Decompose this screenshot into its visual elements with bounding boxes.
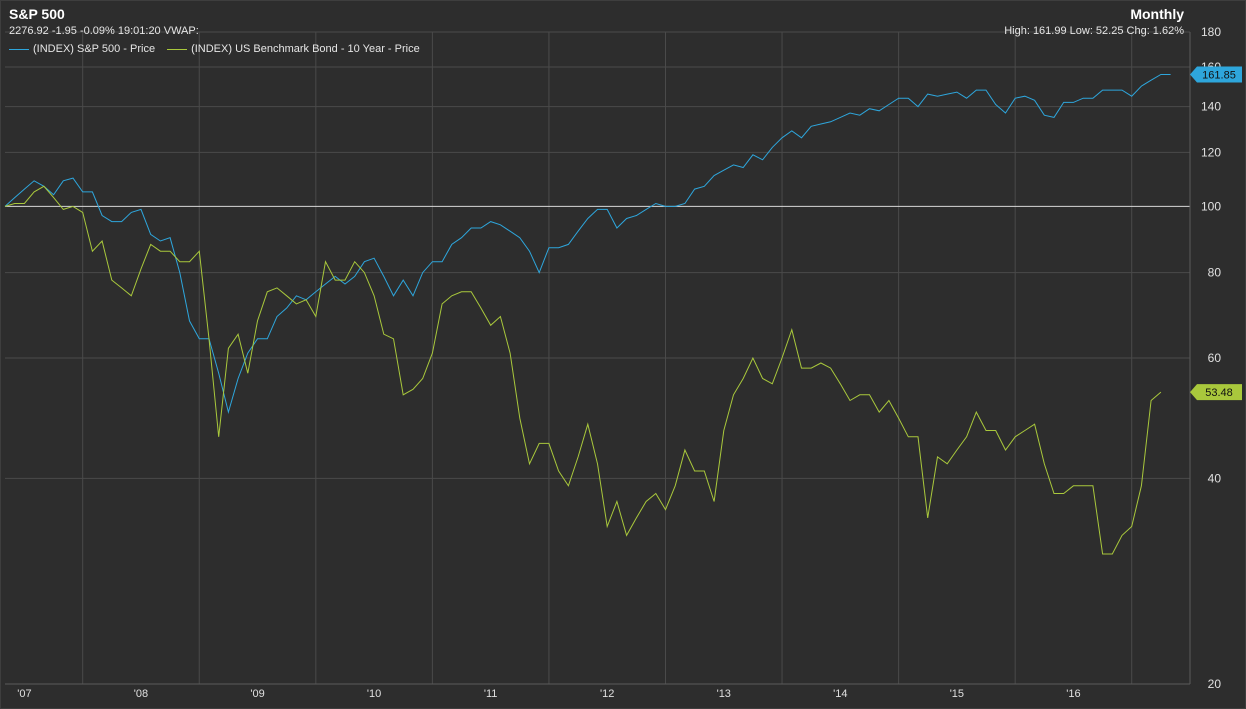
y-tick-label: 80 [1208, 266, 1222, 280]
y-tick-label: 100 [1201, 199, 1221, 213]
y-tick-label: 40 [1208, 471, 1222, 485]
x-tick-label: '15 [950, 688, 964, 700]
legend: (INDEX) S&P 500 - Price (INDEX) US Bench… [9, 43, 420, 55]
x-tick-label: '07 [17, 688, 31, 700]
y-tick-label: 180 [1201, 25, 1221, 39]
x-tick-label: '10 [367, 688, 381, 700]
chart-title: S&P 500 [9, 6, 65, 22]
legend-swatch-bond [167, 48, 188, 50]
legend-item-bond: (INDEX) US Benchmark Bond - 10 Year - Pr… [167, 43, 420, 55]
series-line-bond [4, 185, 1162, 555]
last-value-tag-bond: 53.48 [1190, 384, 1242, 401]
y-axis-labels: 20406080100120140160180 [1201, 25, 1221, 691]
x-tick-label: '08 [134, 688, 148, 700]
x-tick-label: '11 [484, 688, 498, 700]
high-low-change: High: 161.99 Low: 52.25 Chg: 1.62% [1004, 25, 1184, 37]
last-value-text: 53.48 [1205, 387, 1233, 399]
x-tick-label: '12 [600, 688, 614, 700]
quote-line: 2276.92 -1.95 -0.09% 19:01:20 VWAP: [9, 25, 199, 37]
y-tick-label: 60 [1208, 351, 1222, 365]
legend-label-sp500: (INDEX) S&P 500 - Price [33, 43, 156, 55]
x-tick-label: '14 [833, 688, 847, 700]
series-layer [4, 74, 1171, 555]
last-value-text: 161.85 [1202, 69, 1236, 81]
x-tick-label: '16 [1066, 688, 1080, 700]
x-tick-label: '09 [250, 688, 264, 700]
x-tick-label: '13 [717, 688, 731, 700]
legend-label-bond: (INDEX) US Benchmark Bond - 10 Year - Pr… [191, 43, 420, 55]
last-value-tag-sp500: 161.85 [1190, 66, 1242, 83]
legend-swatch-sp500 [9, 48, 29, 50]
y-tick-label: 20 [1208, 677, 1222, 691]
legend-item-sp500: (INDEX) S&P 500 - Price [9, 43, 155, 55]
x-axis-labels: '07 '08 '09 '10 '11 '12 '13 '14 '15 '16 [17, 688, 1080, 700]
y-tick-label: 120 [1201, 145, 1221, 159]
series-line-sp500 [4, 74, 1171, 415]
y-tick-label: 140 [1201, 100, 1221, 114]
last-value-tags: 161.85 53.48 [1190, 66, 1242, 401]
frequency-label[interactable]: Monthly [1130, 6, 1184, 22]
